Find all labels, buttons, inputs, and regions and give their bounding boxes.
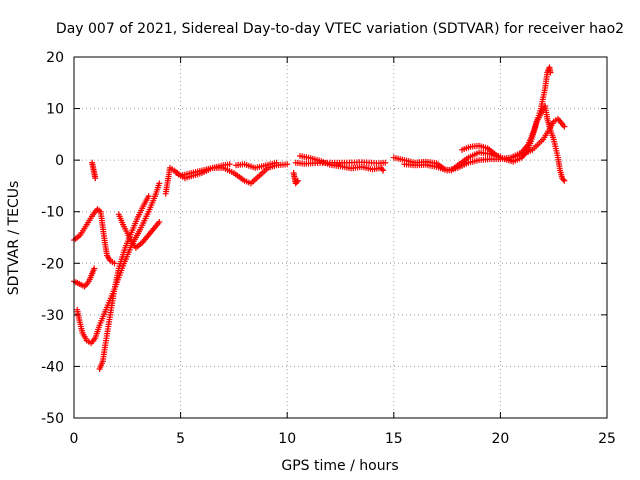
x-tick-label: 0 (70, 431, 79, 447)
data-point (111, 260, 118, 267)
series-arc-l (296, 153, 387, 174)
y-axis-label: SDTVAR / TECUs (6, 181, 22, 296)
data-point (382, 159, 389, 166)
data-point (156, 219, 163, 226)
series-arc-c (89, 159, 99, 182)
x-tick-label: 5 (176, 431, 185, 447)
y-ticks: -50 -40 -30 -20 -10 0 10 20 (41, 50, 607, 427)
series-arc-g (162, 161, 233, 197)
x-tick-label: 15 (385, 431, 403, 447)
series-arc-b (71, 265, 98, 290)
data-point (547, 69, 554, 76)
data-point (561, 177, 568, 184)
y-tick-label: 10 (46, 102, 64, 118)
y-tick-label: -40 (41, 359, 64, 375)
series-arc-a (71, 206, 118, 267)
x-ticks: 0 5 10 15 20 25 (70, 57, 616, 447)
data-point (561, 123, 568, 130)
y-tick-label: -30 (41, 308, 64, 324)
series-arc-j (290, 170, 301, 187)
chart-title: Day 007 of 2021, Sidereal Day-to-day VTE… (56, 21, 624, 37)
x-tick-label: 25 (598, 431, 616, 447)
data-point (293, 179, 300, 186)
gridlines (74, 57, 607, 418)
data-point (380, 167, 387, 174)
data-points (71, 64, 568, 373)
x-tick-label: 10 (278, 431, 296, 447)
data-point (379, 166, 386, 173)
y-tick-label: 20 (46, 50, 64, 66)
data-point (156, 180, 163, 187)
series-arc-f (115, 211, 163, 251)
plot-frame (73, 56, 608, 419)
series-arc-o (459, 102, 568, 184)
y-tick-label: -50 (41, 411, 64, 427)
data-point (92, 175, 99, 182)
data-point (284, 161, 291, 168)
data-point (273, 159, 280, 166)
series-arc-e (96, 193, 152, 373)
data-point (145, 193, 152, 200)
y-tick-label: 0 (55, 153, 64, 169)
series-arc-n (401, 64, 554, 174)
x-tick-label: 20 (491, 431, 509, 447)
x-axis-label: GPS time / hours (281, 458, 398, 474)
data-point (294, 177, 301, 184)
data-point (560, 176, 567, 183)
series-arc-p (508, 115, 568, 161)
data-point (226, 161, 233, 168)
series-arc-i (233, 159, 280, 171)
y-tick-label: -20 (41, 256, 64, 272)
y-tick-label: -10 (41, 205, 64, 221)
data-point (91, 265, 98, 272)
